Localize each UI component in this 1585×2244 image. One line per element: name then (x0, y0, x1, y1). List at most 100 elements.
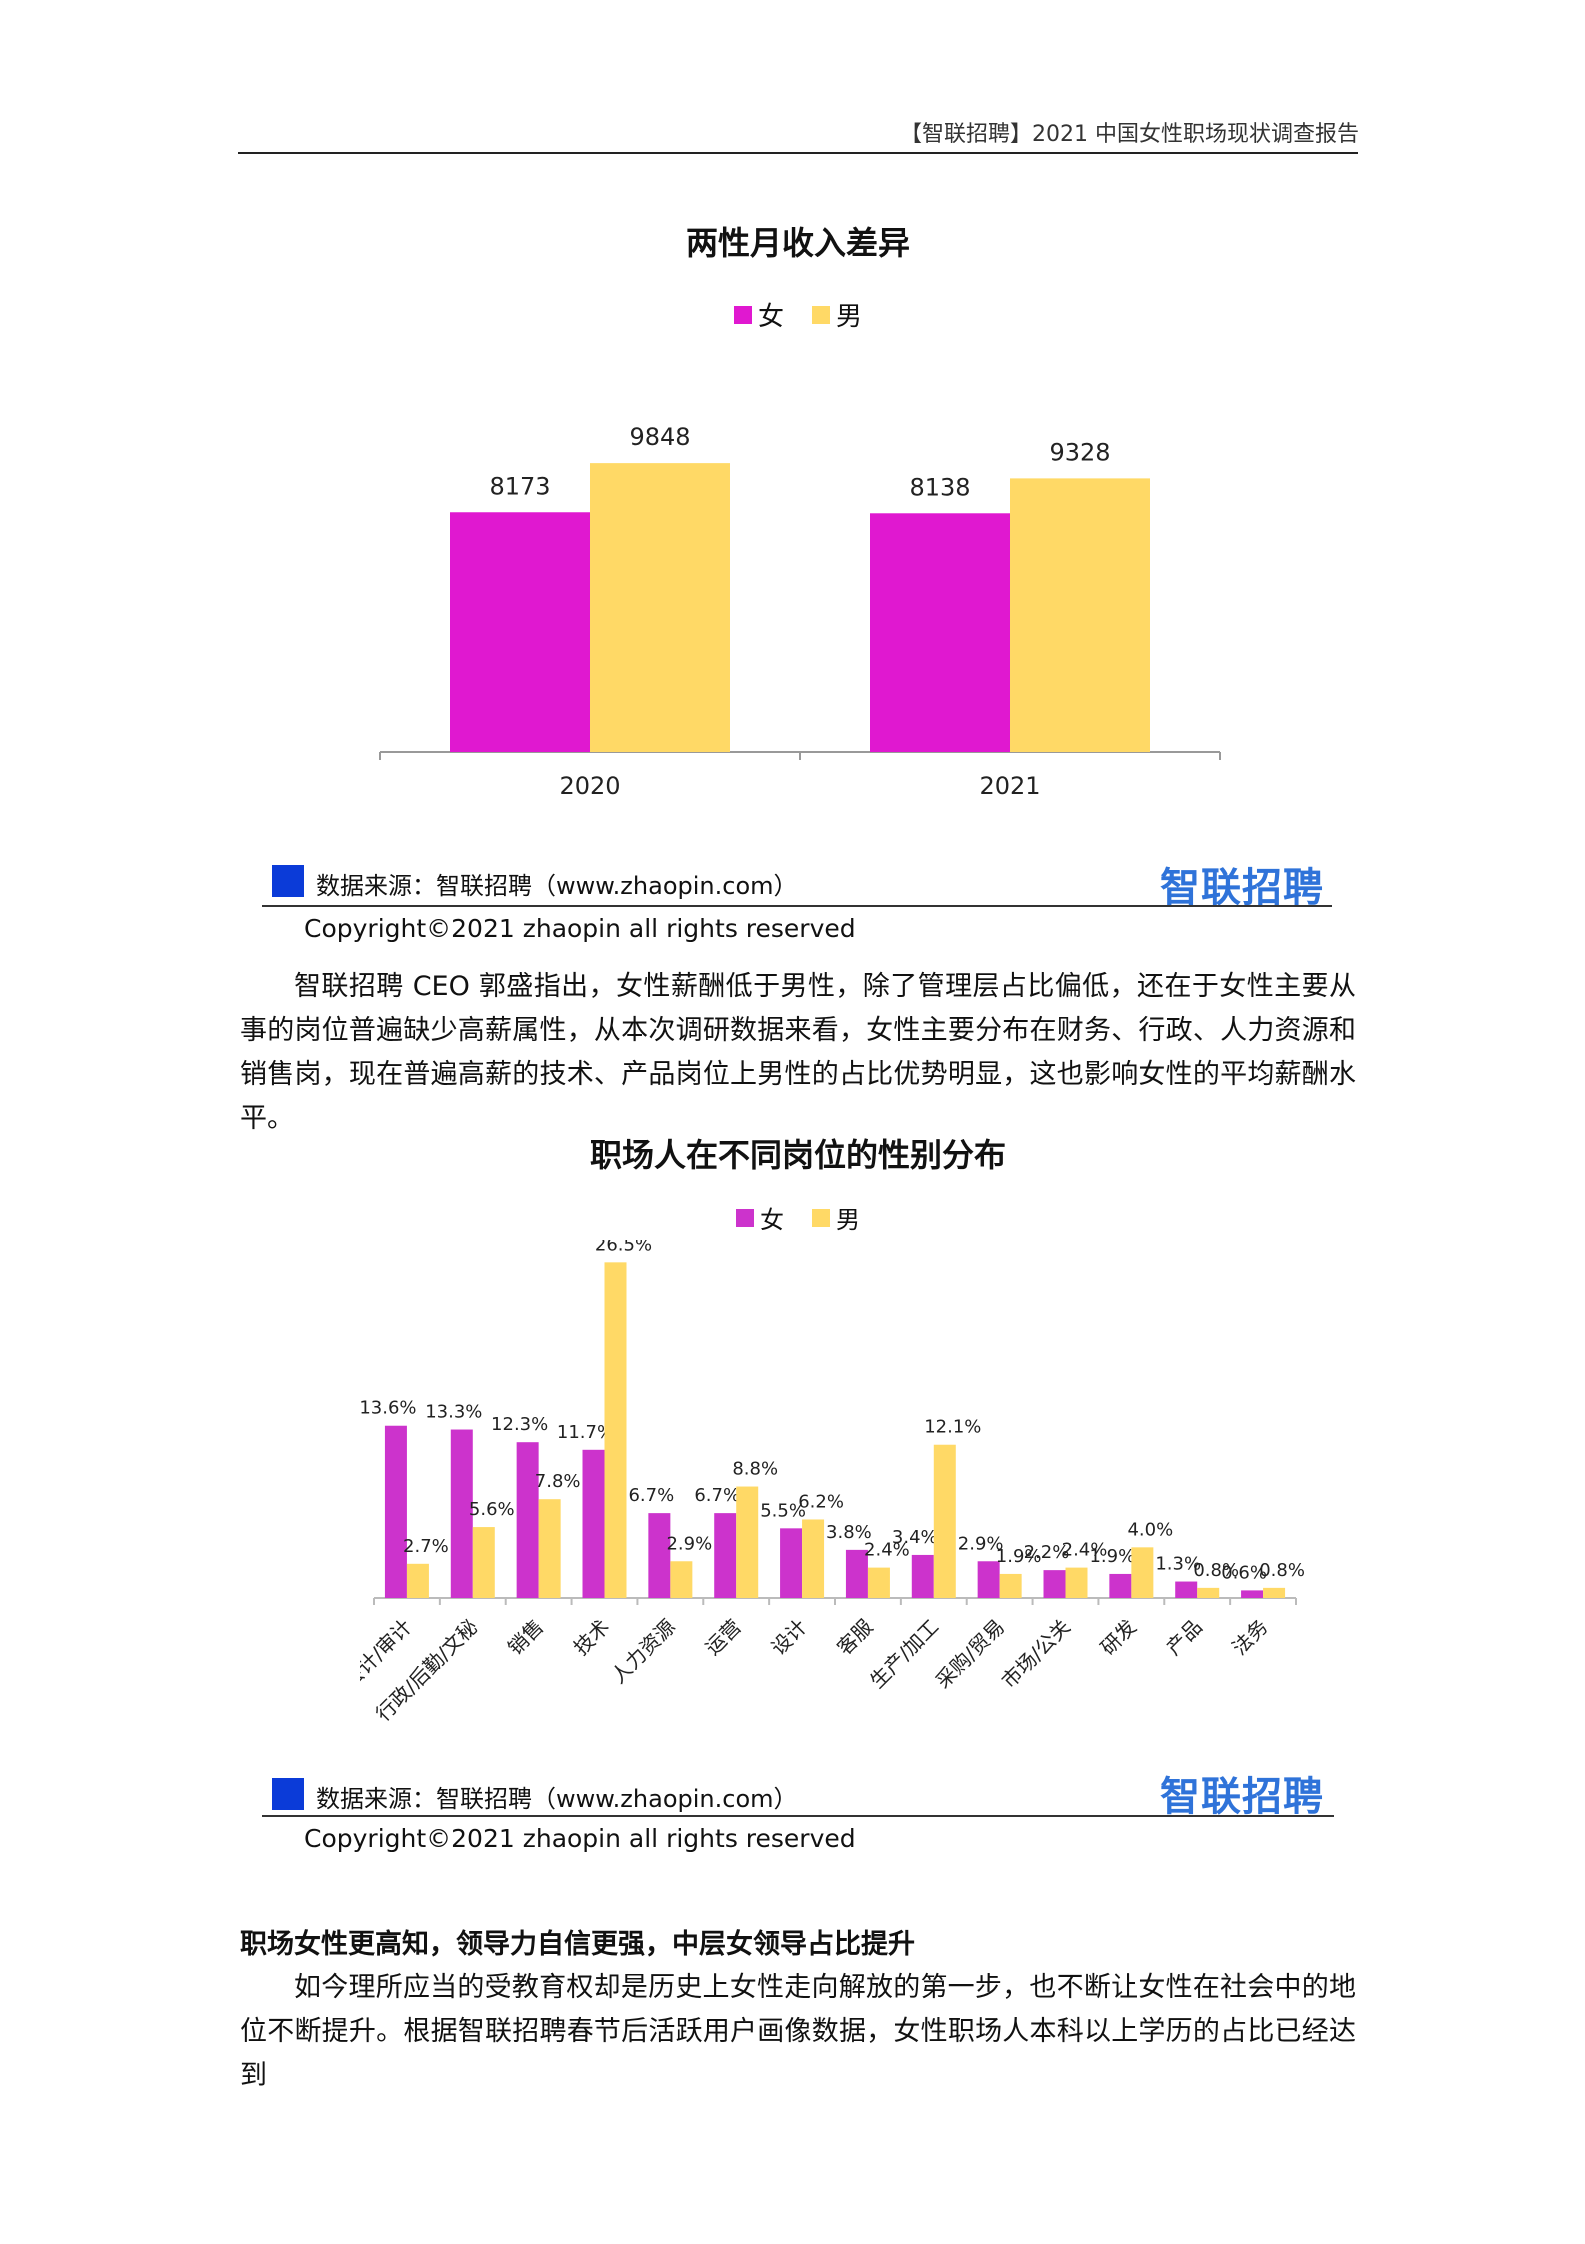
chart2-bar (714, 1513, 737, 1598)
chart2-legend: 女 男 (238, 1200, 1358, 1235)
chart1-brand-logo: 智联招聘 (1160, 865, 1324, 911)
chart1-bar (590, 463, 730, 752)
chart2-x-tick-label: 市场/公关 (997, 1615, 1075, 1693)
chart1-legend: 女 男 (238, 296, 1358, 333)
chart1-title: 两性月收入差异 (685, 224, 910, 262)
chart2-bar (911, 1554, 934, 1598)
chart2-data-label: 5.6% (469, 1499, 515, 1520)
document-header-title: 【智联招聘】2021 中国女性职场现状调查报告 (900, 122, 1359, 147)
chart2-data-label: 4.0% (1127, 1519, 1173, 1540)
chart2-bar (604, 1262, 627, 1598)
chart2-copyright: Copyright©2021 zhaopin all rights reserv… (304, 1824, 856, 1853)
chart2-x-tick-label: 生产/加工 (865, 1615, 943, 1693)
chart2-bar (867, 1567, 890, 1598)
chart1-data-label: 9848 (629, 423, 690, 451)
chart2-data-label: 6.2% (798, 1491, 844, 1512)
chart2-source-label: 数据来源：智联招聘（www.zhaopin.com） (316, 1785, 798, 1813)
chart2-data-label: 13.6% (360, 1398, 417, 1419)
chart1-x-tick-label: 2020 (559, 772, 620, 800)
paragraph-education: 如今理所应当的受教育权却是历史上女性走向解放的第一步，也不断让女性在社会中的地位… (240, 1972, 1356, 2091)
chart2-bar (780, 1528, 803, 1598)
chart2-bar (670, 1561, 693, 1598)
chart1-bar (450, 512, 590, 752)
chart2-bar (1241, 1590, 1264, 1598)
chart2-x-tick-label: 设计 (766, 1615, 811, 1660)
chart2-data-label: 2.9% (666, 1533, 712, 1554)
chart2-title: 职场人在不同岗位的性别分布 (589, 1136, 1006, 1174)
header-divider (238, 152, 1358, 154)
chart2-bar (648, 1513, 671, 1598)
chart2-data-label: 26.5% (595, 1240, 652, 1255)
chart2-x-tick-label: 客服 (832, 1615, 877, 1660)
chart2-x-tick-label: 技术 (569, 1615, 614, 1660)
chart2-bar (977, 1561, 1000, 1598)
chart2-data-label: 3.8% (826, 1522, 872, 1543)
chart1-legend-female-label: 女 (757, 302, 784, 332)
chart1-source-square (272, 865, 304, 897)
chart1-bar (1010, 478, 1150, 752)
chart2-x-tick-label: 法务 (1227, 1615, 1272, 1660)
chart1-source-divider (262, 905, 1332, 907)
chart2-bar (933, 1444, 956, 1598)
chart2-bar (1131, 1547, 1154, 1598)
chart1-legend-male-label: 男 (836, 302, 863, 332)
chart2-data-label: 2.2% (1024, 1542, 1070, 1563)
section-heading-education: 职场女性更高知，领导力自信更强，中层女领导占比提升 (240, 1929, 915, 1960)
chart1-x-tick-label: 2021 (979, 772, 1040, 800)
chart2-x-tick-label: 研发 (1096, 1615, 1141, 1660)
chart2-bar (582, 1449, 605, 1598)
chart1-data-label: 9328 (1049, 438, 1110, 466)
chart1-plot: 8173 9848 2020 8138 9328 2021 (379, 423, 1221, 800)
chart2-bar (1065, 1567, 1088, 1598)
chart2-data-label: 0.8% (1193, 1560, 1239, 1581)
chart1-copyright: Copyright©2021 zhaopin all rights reserv… (304, 914, 856, 943)
chart2-bar (999, 1573, 1022, 1598)
chart1-data-label: 8138 (909, 473, 970, 501)
chart2-legend-female-swatch (736, 1208, 754, 1227)
chart2-bar (384, 1425, 407, 1598)
chart2-data-label: 11.7% (557, 1422, 614, 1443)
chart2-data-label: 5.5% (760, 1500, 806, 1521)
chart2-bar (450, 1429, 473, 1598)
chart2-bar (1175, 1581, 1198, 1598)
chart2-bar (472, 1527, 495, 1598)
chart2-bar (1263, 1587, 1286, 1598)
chart2-data-label: 6.7% (694, 1485, 740, 1506)
chart2-bar (802, 1519, 825, 1598)
chart1-legend-female: 女 (733, 296, 784, 333)
chart1-legend-male-swatch (812, 305, 830, 324)
chart2-legend-female-label: 女 (760, 1206, 784, 1234)
chart2-x-tick-label: 采购/贸易 (931, 1615, 1009, 1693)
chart2-data-label: 0.8% (1259, 1560, 1305, 1581)
chart2-bar (1109, 1573, 1132, 1598)
chart2-legend-male-swatch (812, 1208, 830, 1227)
chart2-x-tick-label: 人力资源 (606, 1615, 680, 1689)
chart1-legend-female-swatch (733, 305, 752, 324)
chart2-data-label: 8.8% (732, 1459, 778, 1480)
chart2-source-square (272, 1778, 304, 1810)
chart2-data-label: 12.3% (491, 1414, 548, 1435)
chart2-bar (845, 1549, 868, 1598)
chart2-bar (538, 1499, 561, 1598)
chart2-data-label: 1.9% (996, 1546, 1042, 1567)
chart1-data-label: 8173 (489, 472, 550, 500)
chart2-legend-female: 女 (736, 1200, 784, 1235)
chart2-bar (736, 1486, 759, 1598)
chart2-brand-logo: 智联招聘 (1160, 1774, 1324, 1820)
chart2-bar (516, 1442, 539, 1598)
chart2-data-label: 2.4% (1062, 1540, 1108, 1561)
chart2-x-tick-label: 产品 (1161, 1615, 1206, 1660)
chart2-legend-male: 男 (812, 1200, 860, 1235)
chart2-data-label: 3.4% (892, 1527, 938, 1548)
chart2-data-label: 2.7% (403, 1536, 449, 1557)
chart2-source-divider (262, 1815, 1334, 1817)
chart2-data-label: 12.1% (924, 1417, 981, 1438)
chart2-data-label: 2.4% (864, 1540, 910, 1561)
chart2-bar (1043, 1570, 1066, 1598)
chart1-bar (870, 513, 1010, 752)
chart2-data-label: 1.3% (1155, 1554, 1201, 1575)
chart2-data-label: 13.3% (425, 1402, 482, 1423)
chart2-bar (406, 1563, 429, 1598)
chart2-data-label: 7.8% (535, 1471, 581, 1492)
paragraph-salary-analysis: 智联招聘 CEO 郭盛指出，女性薪酬低于男性，除了管理层占比偏低，还在于女性主要… (240, 971, 1356, 1134)
